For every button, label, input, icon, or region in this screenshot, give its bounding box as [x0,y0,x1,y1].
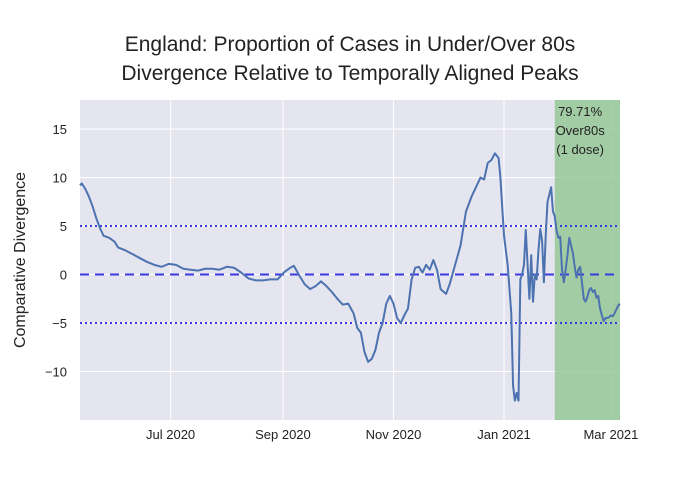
y-axis-ticks: 15 10 5 0 −5 −10 [45,122,67,379]
chart-title-line-2: Divergence Relative to Temporally Aligne… [121,62,578,85]
y-tick-label: 15 [53,122,67,137]
plot-area [80,100,620,420]
x-tick-label: Mar 2021 [583,427,638,442]
y-axis-title: Comparative Divergence [12,172,29,348]
y-tick-label: 5 [60,219,67,234]
x-axis-ticks: Jul 2020 Sep 2020 Nov 2020 Jan 2021 Mar 2021 [146,427,638,442]
chart-title-line-1: England: Proportion of Cases in Under/Ov… [125,33,576,56]
y-tick-label: −10 [45,365,67,380]
annotation-line: 79.71% [558,104,603,119]
y-tick-label: 10 [53,171,67,186]
x-tick-label: Sep 2020 [255,427,311,442]
dose-annotation: 79.71% Over80s (1 dose) [556,104,606,157]
shaded-region [554,100,620,420]
x-tick-label: Jul 2020 [146,427,195,442]
x-tick-label: Jan 2021 [477,427,531,442]
annotation-line: (1 dose) [556,142,604,157]
y-tick-label: −5 [52,316,67,331]
annotation-line: Over80s [556,123,606,138]
x-tick-label: Nov 2020 [366,427,422,442]
series-line [79,152,621,402]
y-tick-label: 0 [60,268,67,283]
